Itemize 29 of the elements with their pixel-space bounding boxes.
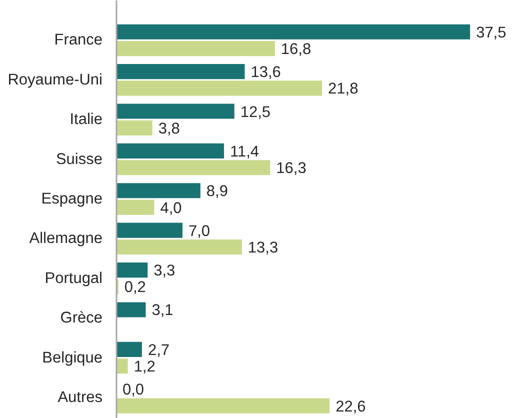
data-label: 8,9: [206, 183, 228, 200]
y-tick-label: France: [54, 32, 103, 49]
y-tick-label: Espagne: [41, 190, 103, 208]
data-label: 4,0: [160, 200, 182, 217]
data-label: 13,3: [248, 240, 278, 257]
data-label: 1,2: [134, 358, 156, 376]
y-tick-label: Allemagne: [29, 230, 103, 248]
data-label: 0,2: [124, 279, 146, 296]
y-tick-label: Italie: [70, 111, 103, 128]
data-label: 16,3: [276, 160, 306, 178]
data-label: 12,5: [240, 104, 271, 121]
y-tick-label: Portugal: [44, 270, 103, 287]
data-label: 16,8: [280, 41, 312, 58]
data-label: 22,6: [336, 398, 366, 416]
y-tick-label: Grèce: [60, 310, 103, 327]
data-label: 7,0: [188, 222, 210, 240]
data-label: 3,1: [152, 302, 174, 320]
y-tick-label: Belgique: [42, 349, 102, 366]
data-label: 37,5: [476, 24, 506, 42]
data-label: 13,6: [250, 64, 281, 82]
y-tick-label: Royaume-Uni: [8, 71, 103, 88]
y-tick-label: Autres: [58, 388, 103, 406]
data-label: 3,3: [154, 262, 176, 280]
y-tick-label: Suisse: [56, 150, 103, 168]
data-label: 0,0: [122, 382, 144, 399]
data-label: 3,8: [158, 120, 180, 138]
data-label: 21,8: [328, 80, 358, 98]
data-label: 2,7: [148, 342, 170, 359]
data-label: 11,4: [230, 143, 260, 160]
